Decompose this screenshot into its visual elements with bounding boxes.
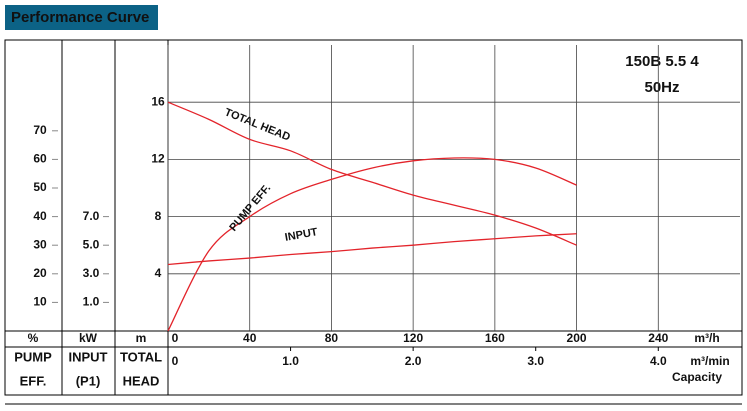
- model-frequency: 50Hz: [644, 79, 679, 96]
- x-tick-label: 160: [485, 331, 505, 345]
- y-tick-label: 50: [33, 180, 47, 194]
- x2-tick-label: 1.0: [282, 354, 299, 368]
- x-tick-label: 120: [403, 331, 423, 345]
- y-tick-label: 10: [33, 295, 47, 309]
- curve: [167, 157, 577, 332]
- curve-label: PUMP EFF.: [227, 182, 273, 234]
- y-tick-label: 60: [33, 152, 47, 166]
- y-tick-label: 16: [151, 94, 165, 108]
- y-tick-label: 7.0: [83, 209, 100, 223]
- model-name: 150B 5.5 4: [625, 53, 699, 70]
- plot: [167, 45, 740, 332]
- y-unit: kW: [79, 331, 98, 345]
- y-axis-label: EFF.: [20, 373, 47, 388]
- x2-tick-label: 0: [172, 354, 179, 368]
- x2-unit: m³/min: [690, 354, 729, 368]
- y-tick-label: 70: [33, 123, 47, 137]
- y-axis-label: PUMP: [14, 349, 52, 364]
- x-tick-label: 200: [567, 331, 587, 345]
- y-tick-label: 1.0: [83, 295, 100, 309]
- y-tick-label: 40: [33, 209, 47, 223]
- y-axis-label: HEAD: [123, 373, 160, 388]
- x2-tick-label: 3.0: [527, 354, 544, 368]
- x-tick-label: 80: [325, 331, 339, 345]
- curve-label: INPUT: [284, 226, 319, 244]
- curve-label: TOTAL HEAD: [223, 106, 292, 143]
- curve: [167, 101, 577, 246]
- y-unit: m: [136, 331, 147, 345]
- y-tick-label: 12: [151, 152, 165, 166]
- y-unit: %: [28, 331, 39, 345]
- x-unit: m³/h: [694, 331, 719, 345]
- x-tick-label: 0: [172, 331, 179, 345]
- y-tick-label: 30: [33, 237, 47, 251]
- y-tick-label: 5.0: [83, 237, 100, 251]
- x2-tick-label: 2.0: [405, 354, 422, 368]
- y-tick-label: 3.0: [83, 266, 100, 280]
- header-box: [5, 5, 158, 30]
- x2-tick-label: 4.0: [650, 354, 667, 368]
- frame: [4, 39, 743, 396]
- y-axis-label: INPUT: [69, 349, 108, 364]
- header-title: Performance Curve: [11, 9, 149, 26]
- y-axis-label: (P1): [76, 373, 101, 388]
- y-tick-label: 8: [155, 209, 162, 223]
- y-axis-label: TOTAL: [120, 349, 162, 364]
- y-tick-label: 20: [33, 266, 47, 280]
- curve: [167, 233, 577, 266]
- x-axis-label: Capacity: [672, 370, 722, 384]
- x-tick-label: 40: [243, 331, 257, 345]
- x-tick-label: 240: [648, 331, 668, 345]
- y-tick-label: 4: [155, 266, 162, 280]
